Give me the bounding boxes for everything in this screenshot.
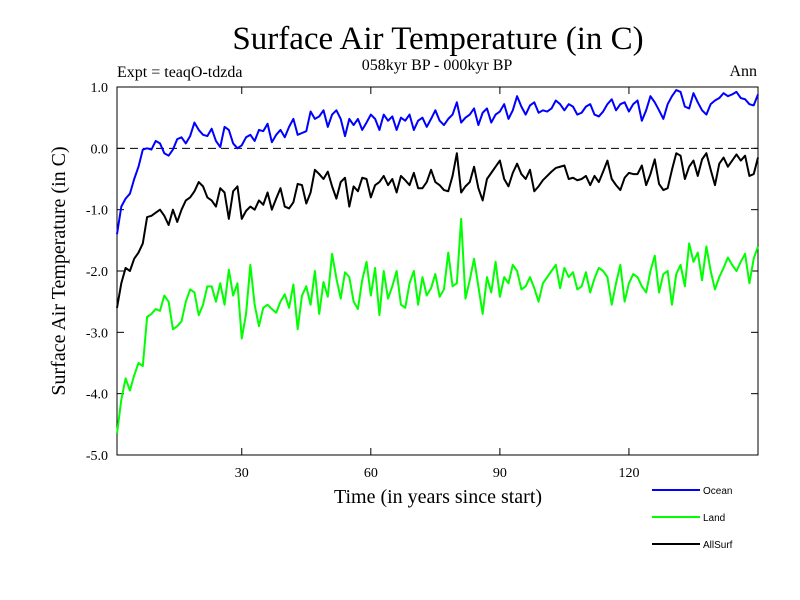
chart-subtitle: 058kyr BP - 000kyr BP: [362, 57, 513, 74]
y-tick-label: -3.0: [86, 326, 108, 341]
x-tick-label: 60: [364, 466, 378, 481]
chart-legend: Ocean Land AllSurf: [652, 486, 733, 551]
y-tick-label: -5.0: [86, 449, 108, 464]
x-axis-ticks: 30 60 90 120: [235, 87, 639, 481]
y-tick-label: 1.0: [91, 81, 109, 96]
y-tick-label: -4.0: [86, 388, 108, 403]
y-tick-label: 0.0: [91, 142, 109, 157]
series-group: [116, 89, 759, 434]
x-tick-label: 120: [618, 466, 639, 481]
x-tick-label: 30: [235, 466, 249, 481]
legend-label-land: Land: [703, 513, 725, 524]
experiment-label: Expt = teaqO-tdzda: [117, 64, 242, 81]
legend-label-allsurf: AllSurf: [703, 540, 733, 551]
y-tick-label: -2.0: [86, 265, 108, 280]
period-label: Ann: [729, 63, 757, 80]
legend-label-ocean: Ocean: [703, 486, 732, 497]
series-line-ocean: [116, 89, 759, 235]
x-axis-label: Time (in years since start): [334, 486, 542, 508]
y-axis-ticks: 1.0 0.0 -1.0 -2.0 -3.0 -4.0 -5.0: [86, 81, 758, 464]
chart-title: Surface Air Temperature (in C): [232, 21, 643, 57]
y-axis-label: Surface Air Temperature (in C): [48, 146, 70, 395]
series-line-land: [116, 217, 759, 434]
series-line-allsurf: [116, 152, 759, 308]
x-tick-label: 90: [493, 466, 507, 481]
y-tick-label: -1.0: [86, 204, 108, 219]
